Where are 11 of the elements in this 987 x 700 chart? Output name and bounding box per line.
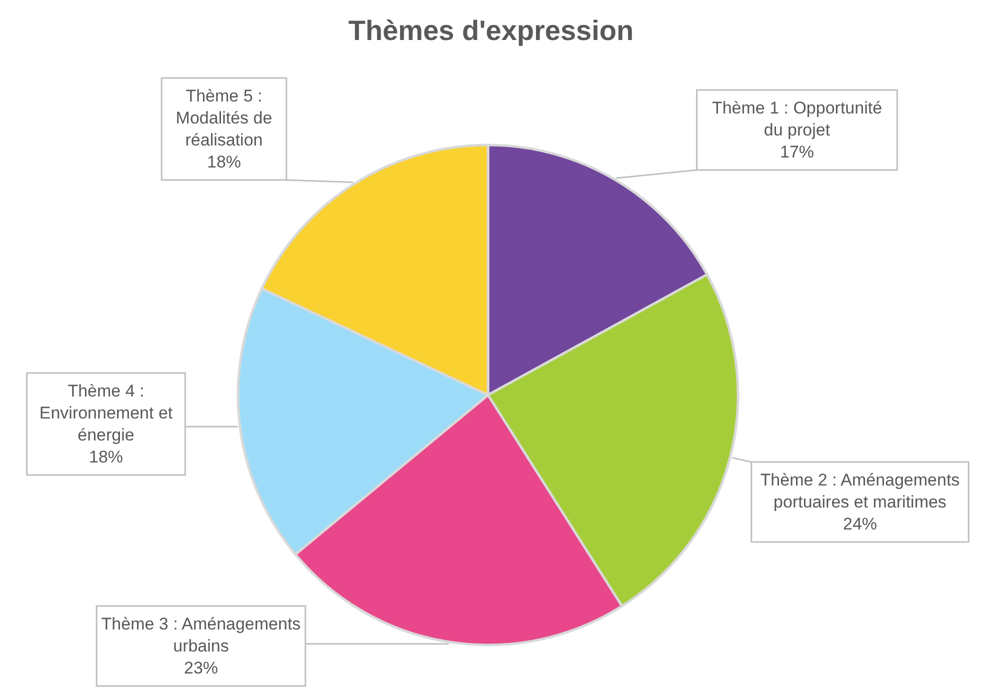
slice-label: Thème 3 : Aménagements urbains	[101, 614, 301, 656]
data-label: 17%	[780, 142, 814, 162]
data-label: 18%	[206, 152, 242, 172]
slice-label: Thème 2 : Aménagements portuaires et maritimes	[760, 470, 960, 512]
data-label: 23%	[184, 658, 218, 678]
data-label: 24%	[842, 514, 878, 534]
slice-label: Thème 1 : Opportunité du projet	[712, 98, 882, 140]
slice-label: Thème 4 : Environnement et énergie	[39, 382, 173, 444]
slice-label: Thème 5 : Modalités de réalisation	[176, 86, 272, 150]
chart-title: Thèmes d'expression	[348, 15, 634, 46]
data-label: 18%	[88, 448, 124, 466]
